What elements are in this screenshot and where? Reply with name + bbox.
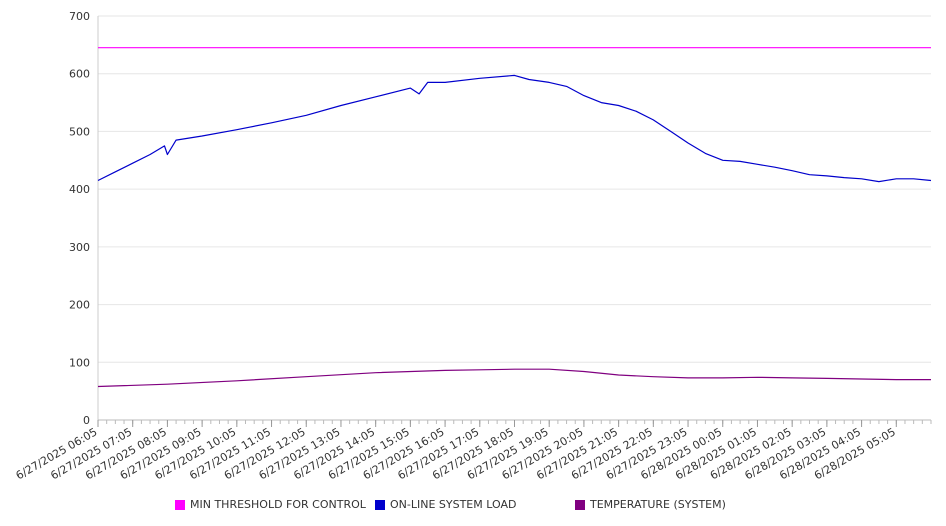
x-axis-ticks: 6/27/2025 06:056/27/2025 07:056/27/2025 … <box>14 420 898 482</box>
y-tick-label: 600 <box>69 68 90 81</box>
y-tick-label: 0 <box>83 414 90 427</box>
y-tick-label: 500 <box>69 125 90 138</box>
y-tick-label: 200 <box>69 299 90 312</box>
series-lines <box>97 47 932 388</box>
series-line-temperature-system <box>97 368 931 388</box>
legend-label: ON-LINE SYSTEM LOAD <box>390 498 517 511</box>
legend-swatch <box>575 499 585 510</box>
legend-item: TEMPERATURE (SYSTEM) <box>575 498 726 511</box>
legend-label: MIN THRESHOLD FOR CONTROL <box>190 498 366 511</box>
legend-swatch <box>175 499 185 510</box>
legend: MIN THRESHOLD FOR CONTROL ON-LINE SYSTEM … <box>0 498 946 516</box>
grid <box>98 15 931 363</box>
legend-label: TEMPERATURE (SYSTEM) <box>590 498 726 511</box>
legend-item: MIN THRESHOLD FOR CONTROL <box>175 498 366 511</box>
axes <box>97 16 932 424</box>
series-line-on-line-system-load <box>97 74 932 183</box>
legend-swatch <box>375 499 385 510</box>
y-tick-label: 400 <box>69 183 90 196</box>
legend-item: ON-LINE SYSTEM LOAD <box>375 498 516 511</box>
y-tick-label: 100 <box>69 356 90 369</box>
y-tick-label: 300 <box>69 241 90 254</box>
y-axis-ticks: 0 100 200 300 400 500 600 700 <box>69 10 90 427</box>
y-tick-label: 700 <box>69 10 90 23</box>
